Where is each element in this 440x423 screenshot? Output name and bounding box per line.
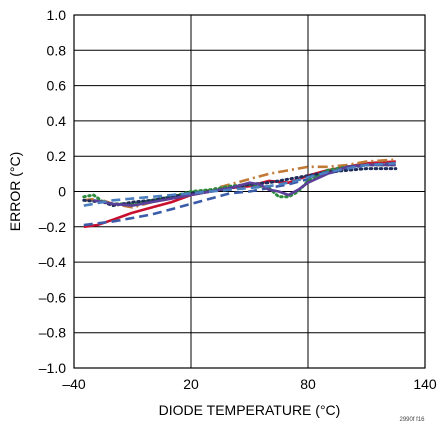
y-tick-label: –0.8	[39, 325, 66, 341]
x-tick-label: –40	[62, 376, 86, 392]
series-line-6	[93, 163, 396, 207]
figure-watermark: 2990f f16	[399, 417, 425, 423]
y-tick-label: 0.4	[47, 113, 67, 129]
x-tick-label: 140	[413, 376, 437, 392]
y-tick-label: 0.8	[47, 42, 67, 58]
plot-frame	[73, 14, 426, 369]
x-tick-labels: –40 20 80 140	[62, 376, 437, 392]
series-layer	[82, 158, 398, 229]
y-tick-label: 0.2	[47, 148, 67, 164]
x-axis-label: DIODE TEMPERATURE (°C)	[159, 402, 341, 418]
series-line-7	[83, 162, 396, 207]
y-tick-label: –0.2	[39, 219, 66, 235]
x-tick-label: 20	[183, 376, 199, 392]
y-tick-label: 0.6	[47, 78, 67, 94]
y-tick-labels: 1.0 0.8 0.6 0.4 0.2 0 –0.2 –0.4 –0.6 –0.8 –1.0	[39, 7, 66, 376]
y-tick-label: 1.0	[47, 7, 67, 23]
grid	[74, 15, 425, 368]
series-line-2	[83, 162, 396, 227]
y-axis-label: ERROR (°C)	[7, 152, 23, 231]
y-tick-label: –0.4	[39, 254, 66, 270]
y-tick-label: –1.0	[39, 360, 66, 376]
y-tick-label: –0.6	[39, 289, 66, 305]
series-line-1	[83, 160, 396, 229]
x-tick-label: 80	[300, 376, 316, 392]
y-tick-label: 0	[58, 184, 66, 200]
